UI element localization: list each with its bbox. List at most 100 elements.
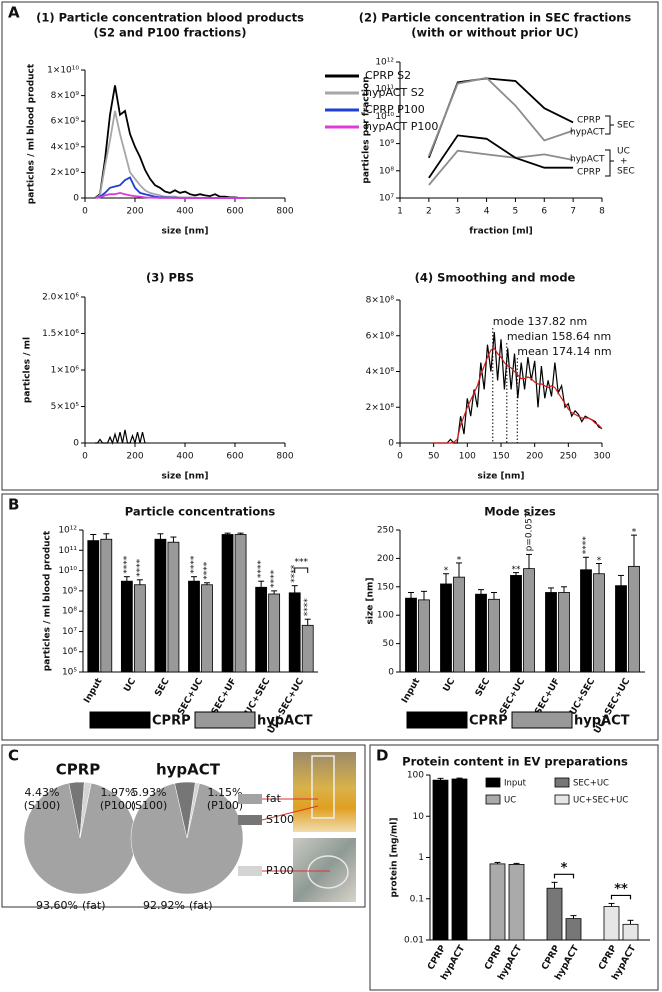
- legend-swatch: [485, 777, 501, 788]
- annotation: UC: [617, 147, 630, 157]
- y-tick-label: 2×10⁸: [366, 403, 395, 413]
- y-tick-label: 0: [73, 439, 79, 449]
- photo: [293, 838, 356, 902]
- bar: [234, 534, 247, 673]
- x-tick-label: 600: [226, 207, 243, 217]
- x-tick-label: SEC: [153, 676, 171, 698]
- x-tick-label: 800: [276, 207, 293, 217]
- y-tick-label: 10: [413, 812, 425, 822]
- panel-frame: [1, 1, 659, 491]
- bar: [288, 592, 301, 673]
- bar: [628, 565, 640, 673]
- panel-label: B: [8, 496, 19, 514]
- bar: [508, 864, 525, 941]
- series-line: [94, 191, 245, 199]
- x-tick-label: Input: [82, 676, 104, 705]
- chart-subtitle: (with or without prior UC): [411, 26, 578, 40]
- bar: [558, 592, 570, 673]
- y-tick-label: 8×10⁸: [366, 296, 395, 306]
- significance: ****: [203, 561, 213, 580]
- y-tick-label: 200: [377, 554, 394, 564]
- x-tick-label: 600: [226, 452, 243, 462]
- legend-label: UC: [504, 796, 516, 806]
- significance: ****: [290, 564, 300, 583]
- bracket: [610, 894, 632, 900]
- pie-slice: [130, 783, 244, 895]
- chart-title: (1) Particle concentration blood product…: [36, 11, 304, 25]
- x-tick-label: UC+SEC: [243, 676, 272, 717]
- chart-title: (4) Smoothing and mode: [415, 271, 576, 285]
- bar: [580, 569, 592, 673]
- chart-title: Protein content in EV preparations: [402, 755, 628, 769]
- y-axis-label: size [nm]: [366, 578, 376, 625]
- y-tick-label: 10¹²: [58, 526, 77, 536]
- panel-label: D: [376, 747, 388, 765]
- x-axis-label: size [nm]: [162, 472, 209, 482]
- series-line: [428, 76, 574, 157]
- chart-title: (2) Particle concentration in SEC fracti…: [359, 11, 632, 25]
- x-tick-label: SEC+UC: [498, 676, 527, 717]
- y-tick-label: 6×10⁸: [366, 331, 395, 341]
- annotation: SEC: [617, 121, 635, 131]
- legend-swatch: [554, 794, 570, 805]
- pointer: [261, 805, 319, 821]
- legend-label: P100: [266, 864, 294, 877]
- bar: [418, 599, 430, 673]
- pie-slice: [186, 782, 200, 839]
- significance: ****: [582, 536, 592, 555]
- x-tick-label: 200: [126, 207, 143, 217]
- bar: [201, 584, 213, 673]
- series-line: [433, 347, 603, 444]
- significance: ****: [135, 558, 145, 577]
- legend-label: hypACT S2: [365, 86, 425, 99]
- photo-tube: [311, 755, 335, 819]
- y-tick-label: 6×10⁹: [51, 117, 80, 127]
- legend-label: CPRP: [152, 714, 191, 729]
- significance: **: [512, 565, 522, 575]
- category-label: (S100): [24, 799, 61, 812]
- x-tick-label: 0: [82, 207, 88, 217]
- y-tick-label: 10⁷: [379, 194, 394, 204]
- y-tick-label: 10⁷: [62, 627, 77, 637]
- panel-frame: [369, 744, 659, 991]
- bar: [100, 538, 113, 673]
- bar: [489, 863, 506, 941]
- legend-swatch: [194, 711, 256, 729]
- panel-label: C: [8, 747, 19, 765]
- y-tick-label: 10⁶: [62, 647, 77, 657]
- bar: [133, 584, 146, 673]
- panel-label: A: [8, 4, 20, 22]
- pie-slice: [79, 781, 92, 839]
- chart-title: Mode sizes: [484, 505, 556, 519]
- y-tick-label: 10¹⁰: [58, 566, 77, 576]
- legend-label: fat: [266, 792, 282, 805]
- significance: *: [597, 556, 602, 566]
- series-label: CPRP: [577, 116, 601, 126]
- bar: [488, 598, 500, 673]
- bracket-label: ***: [294, 558, 308, 568]
- photo-tube: [307, 855, 349, 889]
- bracket: [553, 873, 575, 879]
- bar: [268, 593, 281, 673]
- series-line: [94, 176, 245, 199]
- value-label: 93.60%: [36, 899, 78, 912]
- y-tick-label: 100: [407, 771, 424, 781]
- significance: ****: [190, 555, 200, 574]
- y-tick-label: 1: [418, 853, 424, 863]
- y-tick-label: 0.1: [410, 894, 424, 904]
- value-label: 92.92%: [143, 899, 185, 912]
- value-label: 1.15%: [208, 786, 243, 799]
- x-tick-label: SEC+UF: [210, 677, 239, 717]
- x-tick-label: 0: [82, 452, 88, 462]
- y-tick-label: 10⁵: [62, 668, 77, 678]
- x-tick-label: 250: [560, 452, 577, 462]
- legend-label: CPRP S2: [365, 69, 411, 82]
- series-line: [94, 85, 245, 199]
- x-tick-label: SEC+UC: [176, 676, 205, 717]
- category-label: (P100): [100, 799, 136, 812]
- bar: [546, 887, 563, 941]
- x-tick-label: 200: [126, 452, 143, 462]
- y-tick-label: 0: [388, 439, 394, 449]
- x-tick-label: UC: [122, 676, 138, 693]
